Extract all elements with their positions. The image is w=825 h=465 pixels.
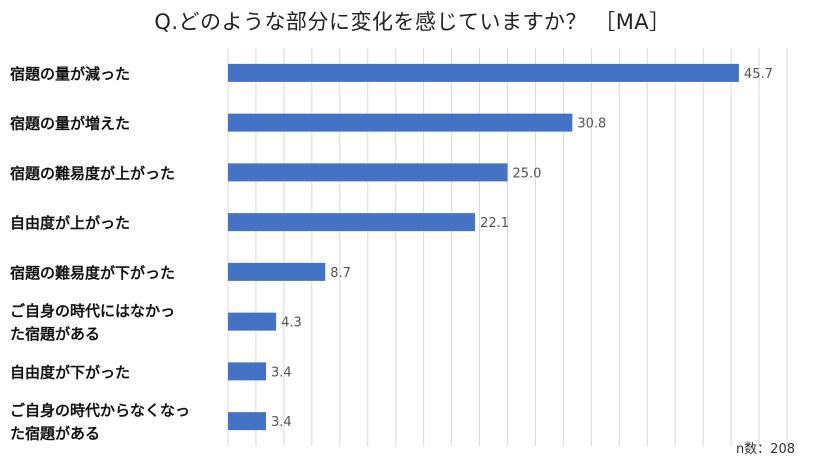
bar-value-label: 45.7 [744,67,773,82]
bar [228,262,326,281]
gridlines [227,48,788,446]
bar [228,163,508,182]
bar [228,312,277,331]
category-label: 宿題の難易度が上がった [10,164,175,182]
category-label: 宿題の量が増えた [10,115,130,133]
bar [228,362,267,381]
bar-value-label: 25.0 [513,166,542,181]
bar-value-label: 22.1 [480,216,509,231]
bar [228,412,267,431]
sample-size-note: n数：208 [735,442,795,457]
bar [228,63,739,82]
category-label: 自由度が下がった [10,363,130,381]
bar-value-label: 3.4 [271,365,292,380]
bar-value-label: 30.8 [577,117,606,132]
bar [228,113,573,132]
category-label: ご自身の時代からなくなった宿題がある [10,402,190,443]
category-label: 自由度が上がった [10,214,130,232]
chart-title: Q.どのような部分に変化を感じていますか？ ［MA］ [154,10,671,34]
bar [228,213,476,232]
category-label: 宿題の難易度が下がった [10,264,175,282]
bar-value-label: 8.7 [330,266,351,281]
bar-value-label: 4.3 [281,316,302,331]
category-label: 宿題の量が減った [10,65,130,83]
bar-value-label: 3.4 [271,415,292,430]
category-label: ご自身の時代にはなかった宿題がある [10,302,175,343]
